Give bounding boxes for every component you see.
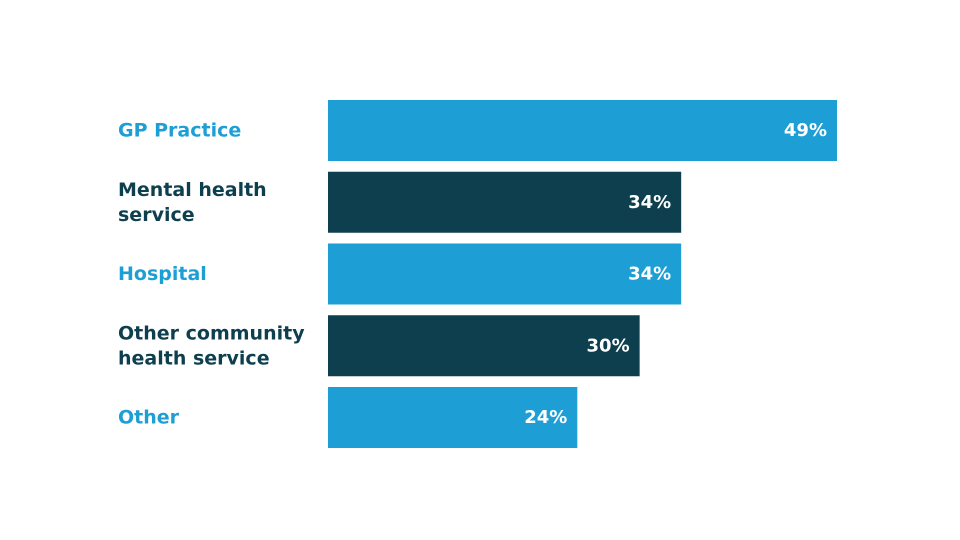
value-label-0: 49% xyxy=(784,120,827,141)
bar-1 xyxy=(328,171,682,233)
value-labels-layer: 49% 34% 34% 30% 24% xyxy=(524,120,827,428)
category-label-3-line-0: Other community xyxy=(118,322,305,344)
category-label-2-line-0: Hospital xyxy=(118,263,207,285)
category-label-0: GP Practice xyxy=(118,120,241,142)
bar-4 xyxy=(328,387,578,448)
value-label-4: 24% xyxy=(524,407,567,428)
category-label-3-line-1: health service xyxy=(118,347,270,369)
category-label-3: Other community health service xyxy=(118,322,305,369)
category-label-4-line-0: Other xyxy=(118,407,180,429)
category-label-0-line-0: GP Practice xyxy=(118,120,241,142)
bar-3 xyxy=(328,315,640,377)
category-label-4: Other xyxy=(118,407,180,429)
category-label-2: Hospital xyxy=(118,263,207,285)
value-label-3: 30% xyxy=(587,335,630,356)
bar-2 xyxy=(328,243,682,305)
bar-0 xyxy=(328,100,837,161)
category-label-1-line-1: service xyxy=(118,204,195,226)
category-label-1-line-0: Mental health xyxy=(118,179,267,201)
category-labels-layer: GP Practice Mental health service Hospital O… xyxy=(118,120,305,429)
category-label-1: Mental health service xyxy=(118,179,267,226)
value-label-1: 34% xyxy=(628,192,671,213)
value-label-2: 34% xyxy=(628,264,671,285)
bars-layer xyxy=(328,100,837,448)
